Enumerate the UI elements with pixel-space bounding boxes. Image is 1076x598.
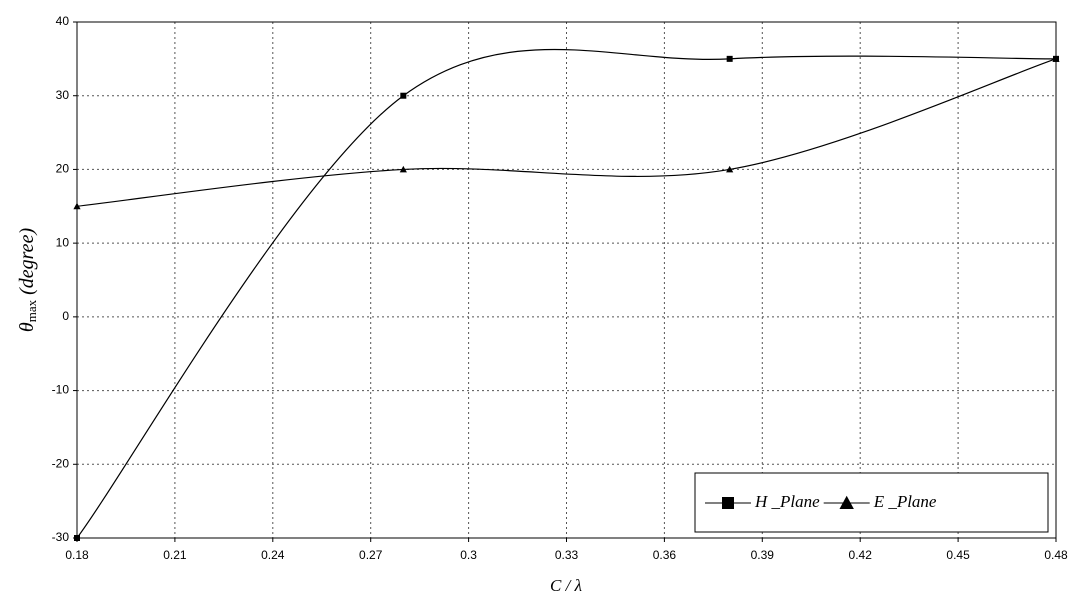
marker [726,55,733,62]
y-axis-symbol: θ [16,322,38,332]
y-tick-label: 0 [62,309,69,323]
x-tick-label: 0.18 [65,548,89,562]
series-line [76,48,1057,539]
x-tick-label: 0.3 [460,548,477,562]
y-tick-label: -20 [52,456,70,470]
legend-label: E _Plane [873,492,937,511]
marker [400,92,407,99]
x-tick-label: 0.27 [359,548,383,562]
y-tick-label: 20 [56,162,70,176]
legend-label: H _Plane [754,492,820,511]
x-tick-label: 0.42 [849,548,873,562]
marker [399,165,407,173]
y-tick-label: 10 [56,235,70,249]
y-tick-label: -10 [52,383,70,397]
series-line [76,58,1057,207]
x-tick-label: 0.39 [751,548,775,562]
legend: H _Plane E _Plane [694,472,1049,533]
marker [1052,55,1060,62]
y-tick-label: 40 [56,14,70,28]
x-tick-label: 0.24 [261,548,285,562]
legend-box [694,472,1049,533]
marker [73,202,81,210]
x-axis-title: C / λ [550,576,582,595]
y-axis-title: θmax (degree) [16,228,39,333]
plot-frame [76,21,1057,539]
marker [722,497,734,509]
marker [839,495,854,509]
x-tick-label: 0.36 [653,548,677,562]
x-tick-label: 0.45 [946,548,970,562]
y-tick-label: -30 [52,530,70,544]
x-tick-label: 0.33 [555,548,579,562]
x-tick-label: 0.48 [1044,548,1068,562]
x-tick-label: 0.21 [163,548,187,562]
marker [74,535,80,541]
marker [726,165,734,173]
y-tick-label: 30 [56,88,70,102]
y-axis-unit: (degree) [16,228,38,295]
y-axis-subscript: max [24,299,39,322]
